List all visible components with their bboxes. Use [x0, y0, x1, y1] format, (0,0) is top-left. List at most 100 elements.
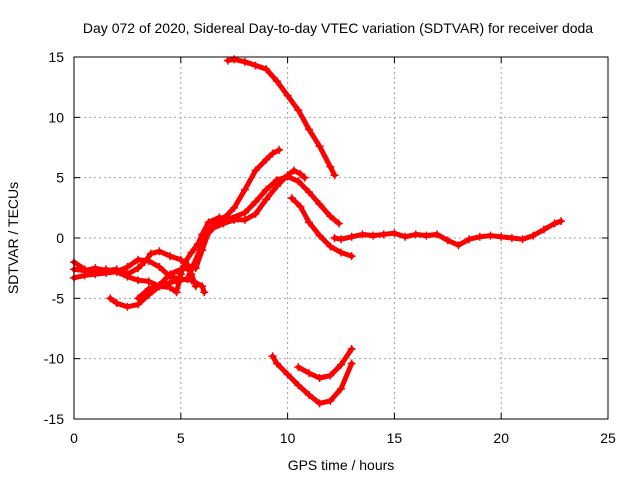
data-point	[294, 106, 303, 115]
data-point	[155, 281, 164, 290]
data-point	[198, 246, 207, 255]
data-point	[304, 218, 313, 227]
data-point	[497, 232, 506, 241]
data-point	[550, 219, 559, 228]
data-point	[144, 284, 153, 293]
data-point	[304, 390, 313, 399]
x-tick-label: 20	[493, 430, 509, 446]
data-point	[390, 229, 399, 238]
data-point	[176, 265, 185, 274]
data-point	[294, 381, 303, 390]
y-tick-label: 5	[56, 170, 64, 186]
data-point	[326, 162, 335, 171]
data-point	[283, 171, 292, 180]
data-point	[144, 277, 153, 286]
data-point	[200, 288, 209, 297]
data-point	[223, 56, 232, 65]
data-point	[411, 230, 420, 239]
data-point	[443, 236, 452, 245]
data-point	[529, 231, 538, 240]
data-point	[134, 294, 143, 303]
data-point	[287, 194, 296, 203]
data-point	[422, 231, 431, 240]
data-point	[369, 231, 378, 240]
data-point	[123, 262, 132, 271]
data-point	[347, 359, 356, 368]
series-arc-10	[295, 346, 355, 381]
data-point	[315, 200, 324, 209]
y-tick-label: -10	[44, 351, 64, 367]
data-point	[262, 185, 271, 194]
data-point	[176, 255, 185, 264]
data-point	[379, 230, 388, 239]
data-point	[283, 91, 292, 100]
y-tick-label: -5	[52, 290, 65, 306]
series-arc-7	[225, 56, 338, 178]
data-point	[347, 345, 356, 354]
data-point	[144, 256, 153, 265]
data-point	[219, 214, 228, 223]
data-point	[272, 77, 281, 86]
data-point	[296, 202, 305, 211]
data-point	[106, 294, 115, 303]
data-point	[240, 185, 249, 194]
y-tick-label: 15	[48, 49, 64, 65]
data-point	[294, 363, 303, 372]
data-point	[240, 208, 249, 217]
data-point	[198, 282, 207, 291]
data-point	[337, 248, 345, 257]
data-point	[294, 177, 303, 186]
y-tick-label: 10	[48, 109, 64, 125]
data-point	[337, 360, 345, 369]
data-point	[183, 264, 192, 273]
data-point	[134, 264, 143, 273]
data-point	[330, 234, 339, 242]
data-point	[166, 270, 175, 279]
data-point	[262, 65, 271, 74]
data-point	[304, 188, 313, 197]
axis-ticks	[73, 56, 609, 420]
chart-title: Day 072 of 2020, Sidereal Day-to-day VTE…	[83, 20, 593, 36]
data-point	[275, 145, 284, 154]
data-point	[557, 217, 566, 226]
data-point	[347, 232, 356, 241]
data-point	[183, 275, 192, 284]
data-point	[454, 241, 463, 250]
data-point	[304, 369, 313, 378]
data-point	[326, 212, 335, 221]
data-point	[539, 225, 548, 234]
data-point	[268, 352, 277, 361]
data-point	[262, 195, 271, 204]
data-point	[251, 166, 260, 175]
data-point	[337, 384, 345, 393]
data-point	[80, 265, 89, 274]
data-point	[347, 252, 356, 261]
y-tick-labels: -15 -10 -5 0 5 10 15	[44, 49, 64, 427]
x-tick-label: 15	[387, 430, 403, 446]
data-point	[240, 215, 249, 224]
data-point	[187, 248, 196, 257]
data-point	[358, 230, 367, 239]
data-point	[326, 396, 335, 405]
data-point	[91, 267, 100, 276]
data-point	[134, 276, 143, 285]
data-point	[123, 302, 132, 311]
x-tick-label: 0	[70, 430, 78, 446]
data-point	[176, 276, 185, 285]
data-point	[251, 61, 260, 70]
data-point	[262, 155, 271, 164]
data-point	[166, 278, 175, 287]
data-point	[230, 215, 239, 224]
data-point	[191, 264, 200, 273]
data-point	[112, 267, 121, 276]
data-point	[290, 166, 299, 175]
data-point	[155, 247, 164, 256]
data-point	[315, 373, 324, 382]
data-point	[230, 203, 239, 212]
data-point	[326, 242, 335, 251]
data-point	[433, 230, 442, 239]
data-point	[155, 262, 164, 271]
data-point	[486, 231, 495, 240]
data-point	[315, 399, 324, 408]
